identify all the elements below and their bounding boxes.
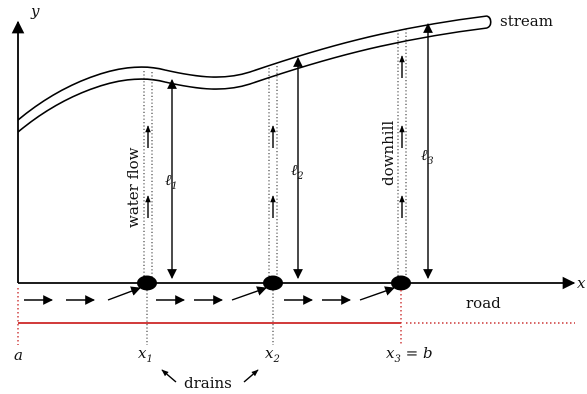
drains-label: drains <box>184 374 232 392</box>
stream-upper-bank <box>17 15 488 121</box>
road-label: road <box>466 294 501 312</box>
length-label-2: ℓ2 <box>291 161 304 182</box>
label-x3-b: x3 = b <box>386 344 433 365</box>
drain-2 <box>263 275 283 291</box>
label-x2: x2 <box>265 344 280 365</box>
label-a: a <box>14 346 23 364</box>
label-x1: x1 <box>138 344 153 365</box>
drain-column-3 <box>397 29 407 280</box>
stream-label: stream <box>500 12 553 30</box>
length-label-1: ℓ1 <box>165 171 178 192</box>
stream-end-cap <box>486 15 492 29</box>
water-flow-label: water flow <box>124 147 142 228</box>
drains-pointer-right <box>243 369 259 383</box>
drain-1 <box>137 275 157 291</box>
stream-lower-bank <box>17 27 488 133</box>
drain-column-2 <box>268 66 278 280</box>
drain-column-1 <box>143 71 153 280</box>
road-flow-arrows <box>24 286 395 305</box>
downhill-label: downhill <box>379 121 397 186</box>
length-label-3: ℓ3 <box>421 146 434 167</box>
y-axis-label: y <box>30 2 40 20</box>
x-axis-label: x <box>577 274 586 292</box>
drains-pointer-left <box>161 369 177 383</box>
drain-3 <box>391 275 411 291</box>
